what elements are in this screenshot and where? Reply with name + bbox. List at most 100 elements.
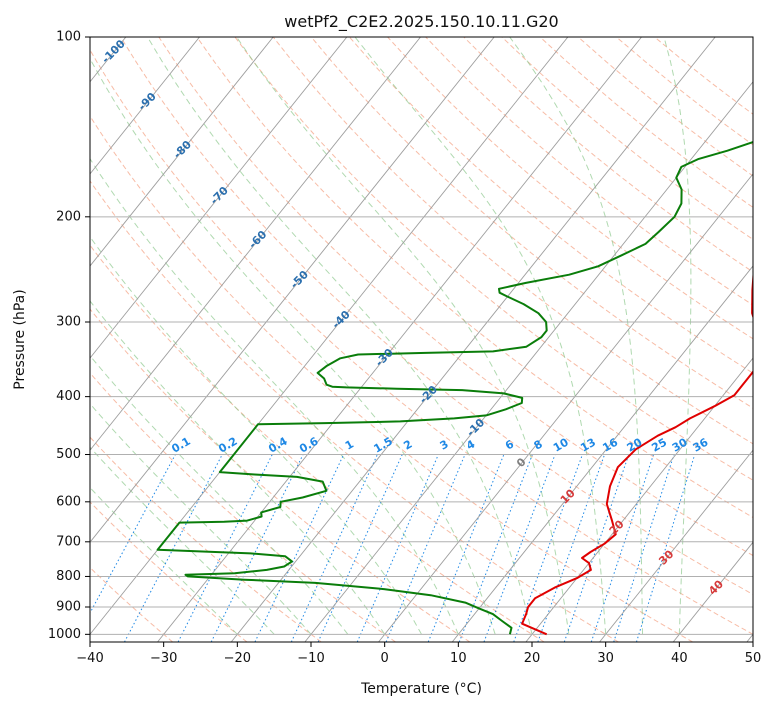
overlay-labels: -100-90-80-70-60-50-40-30-20-10010203040…	[99, 37, 726, 598]
dry-adiabat-line	[90, 244, 545, 642]
mixing-ratio-line	[458, 454, 533, 642]
mixing-ratio-label: 0.1	[169, 435, 192, 456]
moist-adiabat-line	[663, 37, 692, 635]
dry-adiabat-line	[120, 37, 753, 596]
isotherm-label: 40	[706, 577, 726, 597]
isotherm-line	[672, 541, 753, 642]
x-tick-label: −20	[224, 651, 251, 666]
moist-adiabat-line	[90, 57, 496, 635]
moist-adiabat-line	[509, 37, 643, 635]
dry-adiabat-line	[196, 37, 753, 519]
x-tick-label: −10	[297, 651, 324, 666]
y-tick-label: 200	[56, 209, 81, 224]
y-tick-label: 800	[56, 569, 81, 584]
y-axis: 100 200 300 400 500 600 700 800 900 1000	[48, 30, 90, 642]
mixing-ratio-label: 16	[600, 435, 620, 454]
y-tick-label: 900	[56, 599, 81, 614]
mixing-ratio-line	[177, 454, 273, 642]
plot-frame	[89, 36, 754, 643]
mixing-ratio-line	[563, 454, 630, 642]
mixing-ratio-line	[537, 454, 606, 642]
isotherm-line	[451, 265, 753, 642]
mixing-ratio-line	[513, 454, 583, 642]
moist-adiabat-line	[90, 354, 349, 635]
moist-adiabat-line	[90, 486, 238, 635]
dry-adiabat-line	[90, 115, 694, 642]
moist-adiabat-line	[354, 37, 607, 635]
isotherm-label: -10	[464, 416, 487, 439]
mixing-ratio-line	[613, 454, 675, 642]
moist-adiabat-line	[147, 37, 533, 635]
isotherm-label: -70	[208, 184, 231, 207]
isotherm-line	[90, 37, 348, 359]
x-tick-label: −30	[150, 651, 177, 666]
isotherm-line	[746, 633, 753, 642]
x-axis: −40 −30 −20 −10 0 10 20 30 40 50	[76, 642, 761, 666]
y-tick-label: 500	[56, 447, 81, 462]
y-tick-label: 100	[56, 30, 81, 45]
isotherm-label: 10	[558, 486, 578, 506]
isotherm-line	[525, 357, 753, 642]
moist-adiabat-line	[90, 157, 459, 635]
dry-adiabat-line	[387, 37, 753, 340]
mixing-ratio-line	[590, 454, 654, 642]
moist-adiabat-line	[236, 37, 570, 635]
isotherm-line	[157, 37, 642, 642]
mixing-ratio-line	[210, 454, 304, 642]
isotherm-line	[230, 37, 716, 642]
mixing-ratio-line	[356, 454, 439, 642]
dry-adiabat-line	[349, 37, 753, 374]
mixing-ratio-line	[254, 454, 345, 642]
y-tick-label: 400	[56, 389, 81, 404]
background-lines	[90, 37, 753, 642]
x-tick-label: 10	[450, 651, 467, 666]
isotherm-label: -90	[136, 90, 159, 113]
isotherm-label: -60	[246, 228, 269, 251]
grid-lines	[90, 37, 753, 635]
isotherm-line	[90, 37, 421, 451]
x-tick-label: 0	[381, 651, 389, 666]
mixing-ratio-line	[124, 454, 223, 642]
dry-adiabat-line	[501, 37, 753, 241]
x-tick-label: 40	[671, 651, 688, 666]
dry-adiabat-line	[90, 180, 619, 642]
mixing-ratio-label: 6	[503, 437, 516, 452]
dry-adiabat-line	[539, 37, 753, 208]
isotherm-line	[599, 449, 753, 642]
dry-adiabat-line	[158, 37, 753, 557]
mixing-ratio-line	[427, 454, 505, 642]
x-tick-label: 30	[597, 651, 614, 666]
y-tick-label: 300	[56, 314, 81, 329]
y-axis-label: Pressure (hPa)	[12, 289, 28, 389]
mixing-ratio-label: 1	[343, 438, 356, 453]
x-tick-label: −40	[76, 651, 103, 666]
y-tick-label: 1000	[48, 627, 81, 642]
isotherm-label: 20	[607, 517, 627, 537]
moist-adiabat-line	[90, 402, 312, 635]
dry-adiabat-line	[615, 37, 753, 146]
dry-adiabat-line	[90, 372, 396, 642]
mixing-ratio-line	[483, 454, 556, 642]
isotherm-label: 30	[656, 547, 676, 567]
y-tick-label: 600	[56, 494, 81, 509]
mixing-ratio-label: 0.4	[266, 434, 290, 455]
dry-adiabat-line	[463, 37, 753, 273]
mixing-ratio-line	[635, 454, 696, 642]
temperature-profile-line	[521, 269, 753, 636]
mixing-ratio-label: 0.6	[297, 434, 321, 455]
x-tick-label: 50	[745, 651, 762, 666]
isotherm-line	[90, 37, 274, 267]
mixing-ratio-label: 36	[691, 435, 711, 454]
isotherm-line	[378, 173, 753, 642]
dry-adiabat-line	[90, 436, 322, 642]
moist-adiabat-line	[90, 446, 275, 635]
mixing-ratio-label: 4	[464, 437, 477, 452]
mixing-ratio-label: 20	[625, 435, 645, 454]
series-lines	[156, 140, 753, 636]
isotherm-line	[90, 37, 569, 636]
mixing-ratio-label: 8	[532, 438, 545, 453]
mixing-ratio-label: 10	[551, 435, 571, 454]
dry-adiabat-line	[90, 501, 248, 642]
isotherm-line	[90, 37, 200, 175]
